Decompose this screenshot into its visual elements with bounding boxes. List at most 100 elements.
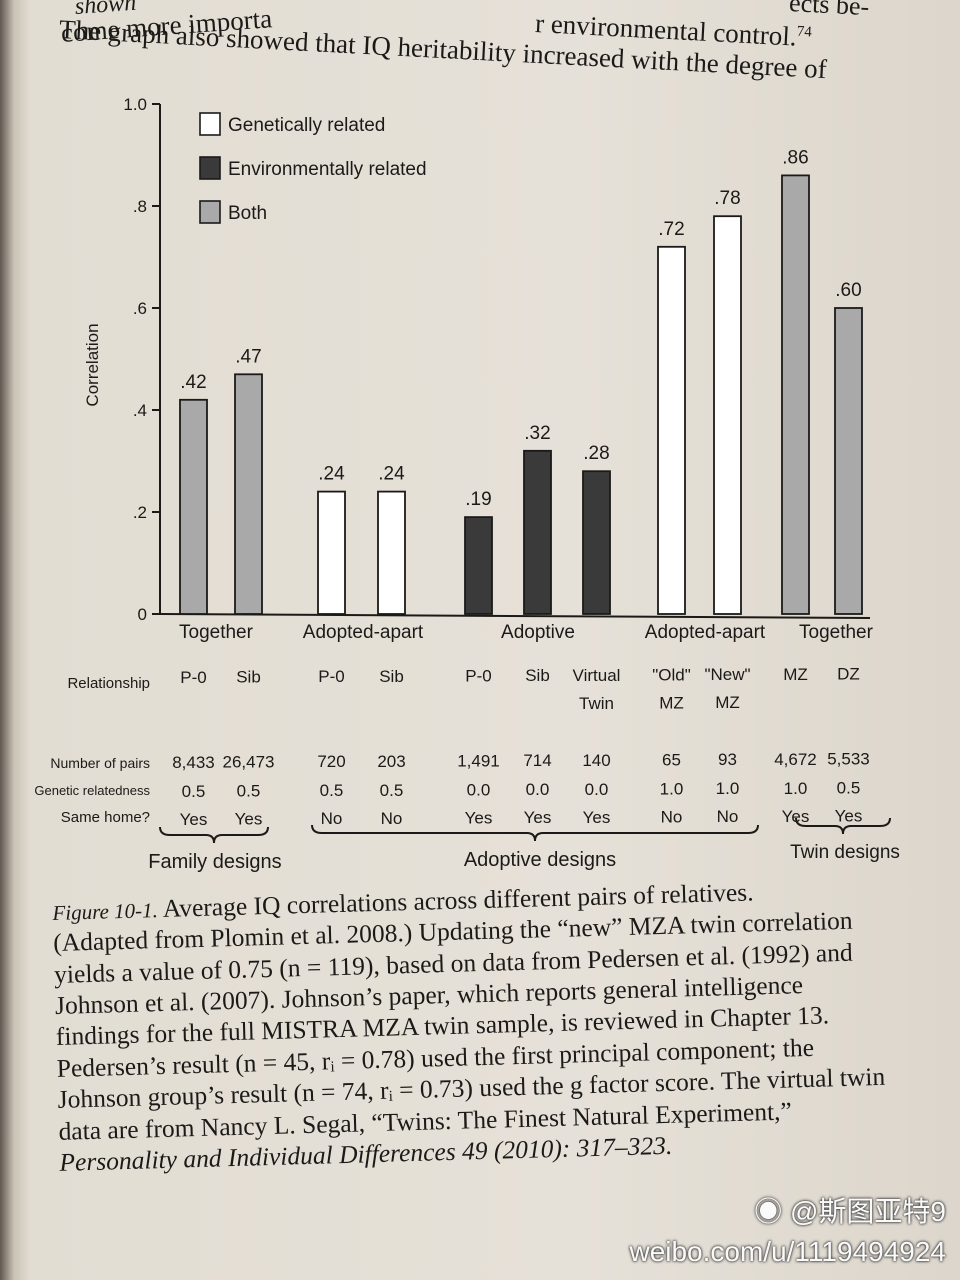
pairs-cell: 720: [317, 752, 345, 771]
same-home-cell: Yes: [835, 807, 863, 826]
bar-value-label: .32: [524, 423, 550, 444]
bar-value-label: .60: [835, 280, 861, 301]
pairs-cell: 4,672: [774, 750, 817, 769]
relationship-cell: P-0: [465, 666, 491, 685]
pairs-cell: 8,433: [172, 753, 215, 772]
group-label: Adopted-apart: [645, 622, 766, 643]
y-tick-label: .4: [133, 401, 147, 420]
bar: [582, 470, 611, 615]
bar-value-label: .24: [318, 464, 345, 485]
bar-value-label: .47: [235, 346, 261, 367]
same-home-cell: Yes: [465, 808, 493, 827]
row-label-relationship: Relationship: [67, 675, 150, 692]
same-home-cell: No: [321, 809, 343, 828]
pairs-cell: 5,533: [827, 750, 870, 769]
relationship-cell: MZ: [715, 693, 740, 712]
pairs-cell: 203: [377, 752, 405, 771]
group-labels: Together Adopted-apart Adoptive Adopted-apa…: [179, 622, 874, 643]
pairs-cell: 65: [662, 750, 681, 769]
relationship-cell: Sib: [379, 667, 404, 686]
watermark-url: weibo.com/u/1119494924: [629, 1236, 946, 1267]
bar-chart: 0 .2 .4 .6 .8 1.0 Correlation Genetically rel…: [34, 95, 900, 873]
row-label-same-home: Same home?: [61, 809, 150, 826]
bar: [834, 307, 863, 615]
relationship-cell: P-0: [180, 668, 206, 687]
bar-value-label: .78: [714, 188, 740, 209]
legend-swatch: [199, 112, 221, 136]
relationship-cell: P-0: [318, 667, 344, 686]
same-home-cell: No: [381, 809, 403, 828]
genetic-cell: 0.0: [467, 780, 491, 799]
relationship-cell: DZ: [837, 665, 860, 684]
design-braces: Family designs Adoptive designs Twin desig…: [148, 817, 900, 873]
genetic-cell: 0.5: [182, 782, 206, 801]
bar-value-label: .42: [180, 372, 206, 393]
legend-label: Environmentally related: [228, 159, 427, 180]
pairs-cell: 140: [582, 751, 610, 770]
genetic-cell: 0.5: [380, 781, 404, 800]
bar: [523, 449, 552, 615]
y-tick-label: .2: [133, 503, 147, 522]
same-home-cell: No: [717, 807, 739, 826]
bar: [781, 174, 810, 615]
group-label: Together: [799, 622, 874, 643]
relationship-cell: Sib: [525, 666, 550, 685]
bar-value-label: .24: [378, 464, 405, 485]
y-tick-label: .6: [133, 299, 147, 318]
same-home-cell: Yes: [180, 810, 208, 829]
pairs-cell: 93: [718, 750, 737, 769]
weibo-logo-icon: ◉: [754, 1196, 783, 1227]
row-label-genetic: Genetic relatedness: [34, 783, 150, 798]
relationship-cell: MZ: [659, 693, 684, 712]
same-home-cell: Yes: [782, 807, 810, 826]
genetic-cell: 1.0: [660, 779, 684, 798]
pairs-cell: 714: [523, 751, 551, 770]
legend-label: Genetically related: [228, 115, 385, 136]
relationship-cell: Twin: [579, 694, 614, 713]
y-axis: 0 .2 .4 .6 .8 1.0: [123, 95, 871, 624]
twin-designs-brace: [795, 817, 891, 835]
bar-value-label: .28: [583, 443, 609, 464]
bar: [464, 516, 493, 615]
same-home-cell: Yes: [524, 808, 552, 827]
y-tick-label: 0: [138, 605, 147, 624]
same-home-cell: Yes: [583, 808, 611, 827]
genetic-cell: 1.0: [784, 779, 808, 798]
same-home-cell: Yes: [235, 810, 263, 829]
legend-swatch: [199, 156, 221, 180]
bars: .42 .47 .24 .24 .19 .32 .28 .72 .78 .86 .60: [179, 147, 863, 615]
genetic-cell: 0.5: [837, 779, 861, 798]
bar-value-label: .72: [658, 219, 684, 240]
bar: [179, 398, 208, 615]
design-label: Adoptive designs: [464, 849, 616, 871]
design-label: Twin designs: [790, 842, 900, 863]
pairs-cell: 26,473: [223, 753, 275, 772]
relationship-cell: MZ: [783, 665, 808, 684]
bar: [234, 373, 263, 615]
watermark-handle: ◉ @斯图亚特9: [754, 1196, 946, 1227]
family-designs-brace: [159, 826, 269, 844]
figure-caption: Figure 10-1. Average IQ correlations acr…: [52, 872, 920, 1178]
bar: [317, 490, 346, 615]
legend: Genetically related Environmentally relat…: [199, 112, 427, 224]
relationship-cell: "Old": [652, 665, 691, 684]
group-label: Adopted-apart: [303, 622, 424, 643]
genetic-cell: 1.0: [716, 779, 740, 798]
bar-value-label: .86: [782, 147, 808, 168]
genetic-cell: 0.5: [320, 781, 344, 800]
genetic-cell: 0.5: [237, 782, 261, 801]
y-axis-label: Correlation: [83, 323, 102, 406]
y-tick-label: 1.0: [123, 95, 147, 114]
design-label: Family designs: [148, 851, 281, 873]
same-home-cell: No: [661, 807, 683, 826]
legend-swatch: [199, 200, 221, 224]
legend-label: Both: [228, 203, 267, 224]
adoptive-designs-brace: [311, 824, 759, 842]
bar: [713, 215, 742, 615]
row-label-pairs: Number of pairs: [50, 755, 150, 771]
relationship-cell: "New": [704, 665, 750, 684]
bar-value-label: .19: [465, 489, 491, 510]
bar: [377, 490, 406, 615]
group-label: Adoptive: [501, 622, 575, 643]
